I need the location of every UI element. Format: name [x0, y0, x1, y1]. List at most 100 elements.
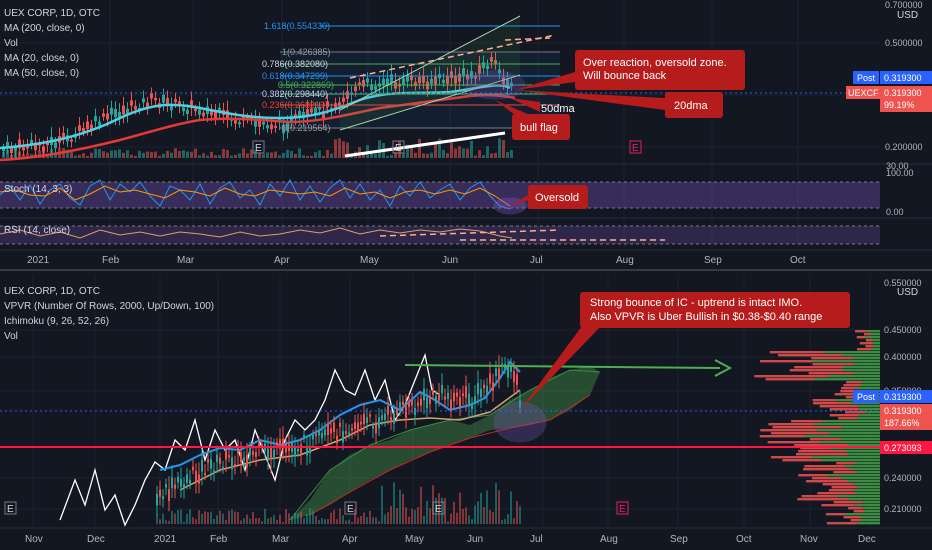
legend-ma20[interactable]: MA (20, close, 0): [4, 53, 80, 64]
legend-ma200[interactable]: MA (200, close, 0): [4, 23, 85, 34]
vpvr-up-bar: [854, 504, 880, 507]
candle-body: [346, 91, 349, 99]
candle-body: [225, 449, 227, 460]
candle-body: [202, 112, 205, 117]
earnings-markers[interactable]: E E E E: [4, 501, 629, 515]
vpvr-up-bar: [823, 351, 880, 354]
vpvr-up-bar: [817, 429, 880, 432]
volume-bar: [314, 152, 317, 158]
volume-bar: [330, 512, 332, 524]
top-chart-panel[interactable]: 1.618(0.554330) 1(0.426385) 0.786(0.3820…: [0, 0, 932, 268]
earnings-marker[interactable]: [432, 501, 445, 515]
target-arrow[interactable]: [404, 359, 733, 377]
lagging-span-line: [59, 352, 441, 527]
vpvr-down-bar: [800, 447, 831, 450]
candle-body: [382, 78, 385, 85]
rsi-panel[interactable]: RSI (14, close): [0, 217, 932, 245]
legend-symbol[interactable]: UEX CORP, 1D, OTC: [4, 8, 100, 19]
volume-bar: [406, 144, 409, 158]
volume-bar: [519, 506, 521, 524]
annotation-strong-bounce[interactable]: Strong bounce of IC - uptrend is intact …: [520, 292, 850, 410]
legend-vpvr[interactable]: VPVR (Number Of Rows, 2000, Up/Down, 100…: [4, 301, 215, 312]
volume-bar: [102, 151, 105, 158]
volume-bar: [468, 515, 470, 524]
volume-bar: [249, 518, 251, 524]
earnings-markers[interactable]: E E E: [252, 140, 642, 154]
top-price-axis[interactable]: USD 0.700000 0.500000 0.200000 Post 0.31…: [846, 0, 932, 268]
volume-bar: [218, 155, 221, 158]
legend-ma50[interactable]: MA (50, close, 0): [4, 68, 80, 79]
fib-level-1: 1(0.426385): [282, 47, 331, 57]
candle-body: [513, 371, 515, 383]
candle-body: [426, 397, 428, 409]
earnings-marker[interactable]: [629, 140, 642, 154]
candle-body: [122, 105, 125, 115]
volume-bar: [82, 153, 85, 158]
volume-bar: [494, 152, 497, 158]
volume-bar: [348, 519, 350, 524]
volume-bar: [294, 154, 297, 158]
fib-level-0: 0(0.219564): [282, 123, 331, 133]
volume-bar: [94, 148, 97, 158]
vpvr-down-bar: [834, 393, 864, 396]
candle-body: [310, 108, 313, 113]
bottom-chart-panel[interactable]: E E E E Strong bounce of IC - uptrend is…: [0, 269, 932, 530]
volume-bar: [410, 146, 413, 158]
volume-bar: [330, 153, 333, 158]
earnings-marker[interactable]: [392, 140, 405, 154]
annotation-oversold[interactable]: Oversold: [510, 185, 588, 209]
volume-bar: [26, 153, 29, 158]
candle-body: [423, 388, 425, 401]
volume-bar: [362, 153, 365, 158]
trend-channel[interactable]: [339, 15, 556, 158]
bottom-price-axis[interactable]: USD 0.550000 0.450000 0.400000 0.350000 …: [853, 272, 932, 530]
volume-bar: [369, 510, 371, 524]
volume-bar: [393, 482, 395, 524]
legend-vol[interactable]: Vol: [4, 38, 18, 49]
candle-body: [249, 448, 251, 456]
earnings-marker[interactable]: [616, 501, 629, 515]
legend-vol[interactable]: Vol: [4, 331, 18, 342]
volume-bar: [201, 513, 203, 524]
volume-bar: [264, 508, 266, 524]
stoch-panel[interactable]: Stoch (14, 3, 3) 100.00 30.00 0.00 Overs…: [0, 161, 932, 217]
time-axis-label: May: [360, 255, 379, 266]
time-axis-label: Sep: [670, 534, 688, 545]
volume-bar: [399, 489, 401, 524]
candle-body: [198, 109, 201, 115]
candle-body: [462, 68, 465, 77]
legend-symbol[interactable]: UEX CORP, 1D, OTC: [4, 286, 100, 297]
fib-retracement[interactable]: 1.618(0.554330) 1(0.426385) 0.786(0.3820…: [262, 21, 560, 133]
vpvr-down-bar: [789, 369, 843, 372]
annotation-50dma[interactable]: 50dma: [510, 98, 576, 115]
volume-bar: [278, 155, 281, 158]
vpvr-up-bar: [865, 336, 880, 339]
candle-body: [192, 466, 194, 471]
candle-body: [62, 132, 65, 140]
annotation-bullflag[interactable]: bull flag: [495, 100, 570, 140]
legend-ichimoku[interactable]: Ichimoku (9, 26, 52, 26): [4, 316, 110, 327]
bottom-time-axis[interactable]: Nov Dec 2021 Feb Mar Apr May Jun Jul Aug Sep Oct Nov…: [0, 527, 932, 545]
earnings-marker[interactable]: [4, 501, 17, 515]
volume-bar: [300, 511, 302, 524]
vpvr-down-bar: [833, 501, 863, 504]
annotation-20dma[interactable]: 20dma: [515, 90, 723, 118]
earnings-marker[interactable]: [252, 140, 265, 154]
top-time-axis[interactable]: 2021 Feb Mar Apr May Jun Jul Aug Sep Oct: [0, 249, 932, 266]
time-axis-label: Apr: [342, 534, 358, 545]
volume-bars: [156, 482, 521, 524]
candle-body: [186, 109, 189, 114]
volume-bar: [384, 514, 386, 524]
earnings-marker[interactable]: [344, 501, 357, 515]
volume-bar: [170, 152, 173, 158]
annotation-overreaction[interactable]: Over reaction, oversold zone. Will bounce…: [515, 50, 745, 90]
volume-bar: [231, 509, 233, 524]
candle-body: [214, 111, 217, 118]
volume-bar: [207, 512, 209, 524]
earnings-marker-label: E: [632, 143, 639, 154]
candle-body: [330, 428, 332, 434]
volume-bar: [370, 153, 373, 158]
candle-body: [315, 433, 317, 437]
candle-body: [506, 79, 509, 88]
volume-bar: [454, 148, 457, 158]
